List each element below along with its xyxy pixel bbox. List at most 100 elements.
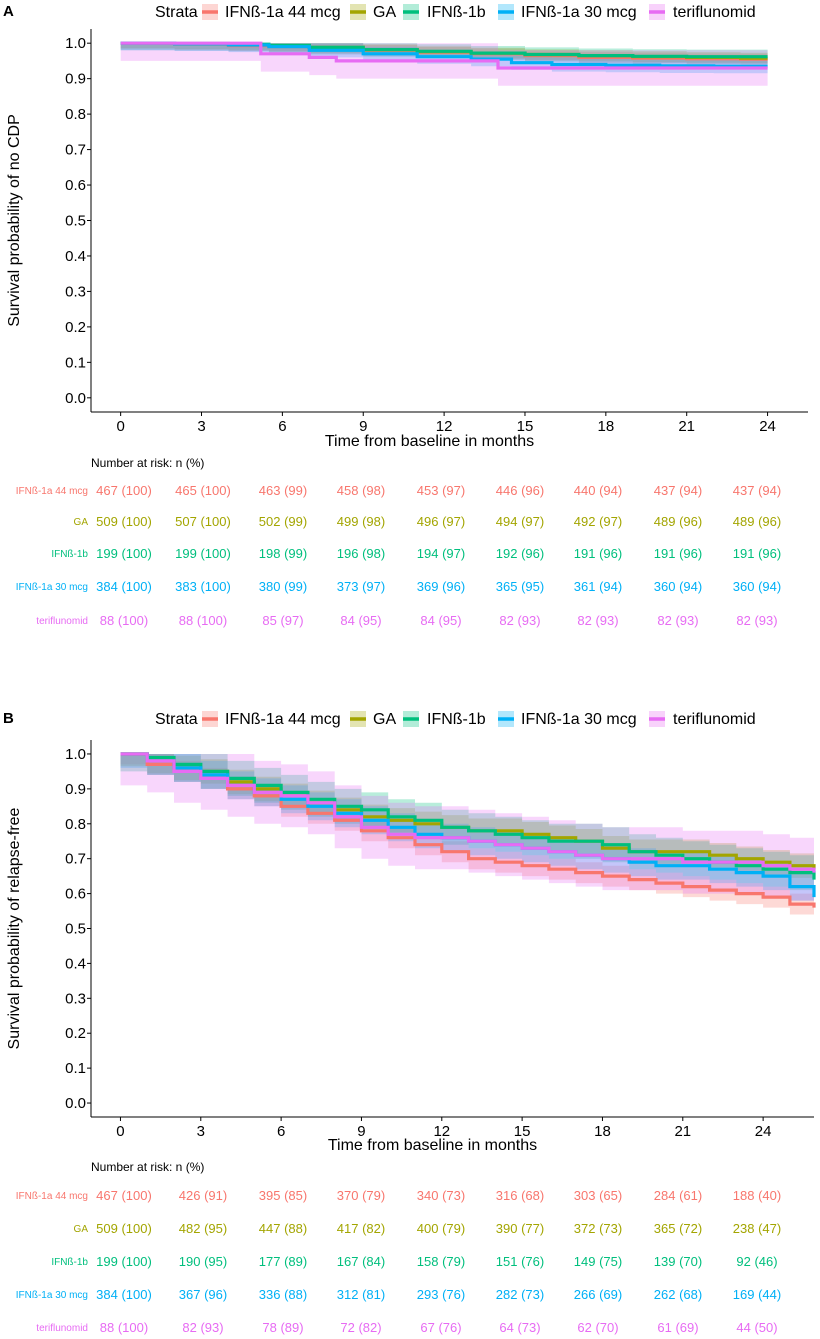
legend-label: GA <box>373 4 396 21</box>
x-tick-label: 24 <box>759 418 776 435</box>
legend-label: IFNß-1b <box>427 711 486 728</box>
risk-cell: 390 (77) <box>496 1221 544 1236</box>
panel-letter: A <box>3 3 14 20</box>
risk-cell: 499 (98) <box>337 514 385 529</box>
risk-cell: 380 (99) <box>259 579 307 594</box>
risk-cell: 336 (88) <box>259 1287 307 1302</box>
risk-cell: 383 (100) <box>175 579 231 594</box>
y-tick-label: 0.9 <box>65 781 86 798</box>
risk-cell: 447 (88) <box>259 1221 307 1236</box>
x-tick-label: 18 <box>597 418 614 435</box>
survival-curve <box>120 752 816 873</box>
risk-row-label: IFNß-1b <box>51 1257 88 1268</box>
risk-cell: 507 (100) <box>175 514 231 529</box>
risk-cell: 78 (89) <box>262 1320 303 1335</box>
x-tick-label: 12 <box>436 418 453 435</box>
risk-row-label: IFNß-1b <box>51 549 88 560</box>
risk-cell: 365 (72) <box>654 1221 702 1236</box>
risk-cell: 494 (97) <box>496 514 544 529</box>
risk-cell: 266 (69) <box>574 1287 622 1302</box>
risk-cell: 44 (50) <box>736 1320 777 1335</box>
risk-cell: 384 (100) <box>96 1287 152 1302</box>
risk-cell: 72 (82) <box>340 1320 381 1335</box>
risk-cell: 194 (97) <box>417 546 465 561</box>
risk-cell: 463 (99) <box>259 483 307 498</box>
x-tick-label: 21 <box>674 1123 691 1140</box>
risk-cell: 496 (97) <box>417 514 465 529</box>
x-axis-title: Time from baseline in months <box>325 433 534 450</box>
risk-cell: 340 (73) <box>417 1188 465 1203</box>
risk-cell: 509 (100) <box>96 514 152 529</box>
y-tick-label: 0.4 <box>65 955 86 972</box>
risk-cell: 284 (61) <box>654 1188 702 1203</box>
risk-cell: 316 (68) <box>496 1188 544 1203</box>
risk-row-label: IFNß-1a 30 mcg <box>16 1290 88 1301</box>
risk-cell: 64 (73) <box>499 1320 540 1335</box>
x-tick-label: 9 <box>359 418 367 435</box>
y-tick-label: 0.7 <box>65 851 86 868</box>
risk-cell: 417 (82) <box>337 1221 385 1236</box>
risk-cell: 169 (44) <box>733 1287 781 1302</box>
risk-cell: 489 (96) <box>654 514 702 529</box>
risk-cell: 489 (96) <box>733 514 781 529</box>
risk-cell: 426 (91) <box>179 1188 227 1203</box>
risk-cell: 360 (94) <box>654 579 702 594</box>
risk-cell: 502 (99) <box>259 514 307 529</box>
x-tick-label: 3 <box>197 418 205 435</box>
risk-cell: 191 (96) <box>654 546 702 561</box>
risk-cell: 312 (81) <box>337 1287 385 1302</box>
y-tick-label: 0.2 <box>65 319 86 336</box>
y-tick-label: 0.7 <box>65 142 86 159</box>
risk-cell: 82 (93) <box>736 613 777 628</box>
legend-label: IFNß-1a 44 mcg <box>225 4 341 21</box>
legend-label: GA <box>373 711 396 728</box>
risk-cell: 199 (100) <box>175 546 231 561</box>
risk-cell: 360 (94) <box>733 579 781 594</box>
survival-curve <box>120 752 816 908</box>
legend-label: IFNß-1a 30 mcg <box>521 711 637 728</box>
risk-cell: 151 (76) <box>496 1254 544 1269</box>
risk-cell: 440 (94) <box>574 483 622 498</box>
risk-cell: 365 (95) <box>496 579 544 594</box>
risk-cell: 139 (70) <box>654 1254 702 1269</box>
risk-cell: 372 (73) <box>574 1221 622 1236</box>
risk-cell: 458 (98) <box>337 483 385 498</box>
risk-cell: 82 (93) <box>182 1320 223 1335</box>
risk-cell: 361 (94) <box>574 579 622 594</box>
risk-cell: 199 (100) <box>96 1254 152 1269</box>
risk-cell: 465 (100) <box>175 483 231 498</box>
legend-label: IFNß-1b <box>427 4 486 21</box>
y-tick-label: 0.5 <box>65 921 86 938</box>
y-axis-title: Survival probability of no CDP <box>6 114 23 327</box>
risk-cell: 467 (100) <box>96 483 152 498</box>
y-tick-label: 0.6 <box>65 177 86 194</box>
risk-cell: 367 (96) <box>179 1287 227 1302</box>
ci-band <box>120 754 814 918</box>
risk-row-label: IFNß-1a 44 mcg <box>16 1191 88 1202</box>
risk-cell: 191 (96) <box>574 546 622 561</box>
y-tick-label: 0.0 <box>65 1095 86 1112</box>
risk-cell: 61 (69) <box>657 1320 698 1335</box>
legend-label: IFNß-1a 44 mcg <box>225 711 341 728</box>
risk-cell: 293 (76) <box>417 1287 465 1302</box>
risk-cell: 373 (97) <box>337 579 385 594</box>
risk-cell: 199 (100) <box>96 546 152 561</box>
risk-cell: 158 (79) <box>417 1254 465 1269</box>
risk-cell: 188 (40) <box>733 1188 781 1203</box>
y-axis-title: Survival probability of relapse-free <box>6 807 23 1049</box>
y-tick-label: 0.1 <box>65 1060 86 1077</box>
risk-cell: 149 (75) <box>574 1254 622 1269</box>
x-tick-label: 21 <box>678 418 695 435</box>
risk-cell: 437 (94) <box>654 483 702 498</box>
risk-cell: 190 (95) <box>179 1254 227 1269</box>
risk-cell: 198 (99) <box>259 546 307 561</box>
risk-cell: 467 (100) <box>96 1188 152 1203</box>
risk-cell: 167 (84) <box>337 1254 385 1269</box>
risk-cell: 492 (97) <box>574 514 622 529</box>
x-tick-label: 18 <box>594 1123 611 1140</box>
risk-cell: 82 (93) <box>499 613 540 628</box>
y-tick-label: 0.8 <box>65 816 86 833</box>
risk-cell: 84 (95) <box>420 613 461 628</box>
risk-cell: 88 (100) <box>179 613 227 628</box>
risk-row-label: IFNß-1a 30 mcg <box>16 582 88 593</box>
